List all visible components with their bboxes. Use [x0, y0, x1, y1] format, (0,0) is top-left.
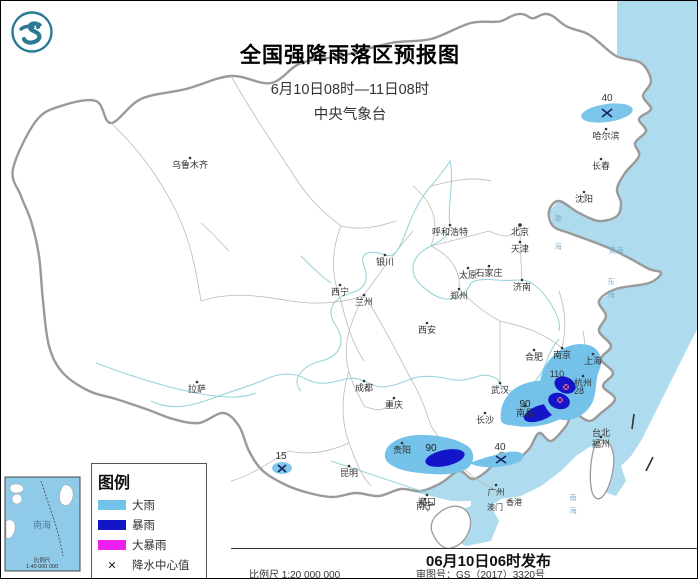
svg-text:成都: 成都 — [355, 382, 373, 393]
svg-text:重庆: 重庆 — [385, 399, 403, 410]
svg-text:澳门: 澳门 — [487, 502, 503, 512]
svg-text:拉萨: 拉萨 — [188, 383, 206, 394]
svg-text:哈尔滨: 哈尔滨 — [592, 130, 619, 141]
svg-text:太原: 太原 — [459, 269, 477, 280]
svg-text:武汉: 武汉 — [491, 384, 509, 395]
svg-text:天津: 天津 — [511, 244, 529, 254]
svg-text:呼和浩特: 呼和浩特 — [432, 226, 468, 237]
svg-text:兰州: 兰州 — [355, 296, 373, 307]
svg-text:上海: 上海 — [584, 355, 602, 366]
svg-text:1:40 000 000: 1:40 000 000 — [26, 564, 58, 570]
svg-text:香港: 香港 — [506, 497, 522, 507]
svg-text:海: 海 — [554, 241, 562, 251]
svg-text:110: 110 — [550, 369, 564, 379]
svg-text:南海: 南海 — [33, 519, 51, 530]
svg-text:贵阳: 贵阳 — [393, 444, 411, 455]
svg-text:郑州: 郑州 — [450, 290, 468, 301]
svg-text:济南: 济南 — [513, 281, 531, 292]
svg-text:银川: 银川 — [376, 256, 394, 267]
svg-text:杭州: 杭州 — [574, 377, 592, 388]
svg-text:乌鲁木齐: 乌鲁木齐 — [172, 159, 208, 170]
svg-text:渤: 渤 — [554, 213, 562, 223]
svg-text:西安: 西安 — [418, 324, 436, 335]
svg-text:长沙: 长沙 — [476, 414, 494, 425]
svg-text:石家庄: 石家庄 — [475, 267, 502, 278]
svg-text:西宁: 西宁 — [331, 286, 349, 297]
svg-text:福州: 福州 — [592, 438, 610, 449]
svg-text:40: 40 — [494, 442, 506, 453]
svg-text:东: 东 — [607, 276, 615, 286]
svg-text:广州: 广州 — [487, 487, 504, 497]
svg-text:海: 海 — [607, 289, 615, 299]
svg-text:海口: 海口 — [418, 496, 436, 507]
svg-text:合肥: 合肥 — [525, 351, 543, 362]
svg-text:南: 南 — [569, 492, 577, 502]
svg-text:黄海: 黄海 — [609, 245, 624, 255]
svg-text:长春: 长春 — [592, 160, 610, 171]
svg-text:15: 15 — [275, 451, 287, 462]
svg-text:比例尺: 比例尺 — [34, 556, 51, 564]
svg-text:南京: 南京 — [553, 349, 571, 360]
svg-text:南昌: 南昌 — [516, 407, 534, 418]
svg-text:昆明: 昆明 — [340, 468, 358, 478]
svg-text:台北: 台北 — [592, 427, 610, 438]
svg-text:北京: 北京 — [511, 226, 529, 237]
svg-text:海: 海 — [569, 505, 577, 515]
svg-text:沈阳: 沈阳 — [575, 193, 593, 204]
svg-text:90: 90 — [425, 443, 437, 454]
